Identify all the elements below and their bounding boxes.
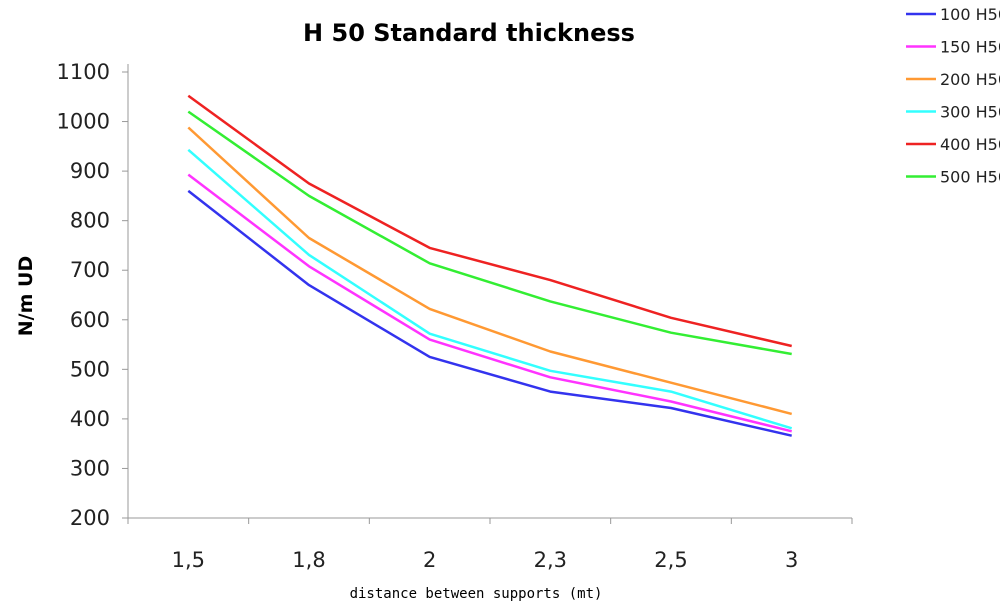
legend-label: 300 H50 <box>940 103 1000 122</box>
y-tick-label: 800 <box>70 209 110 233</box>
y-tick-label: 400 <box>70 407 110 431</box>
legend-label: 200 H50 <box>940 70 1000 89</box>
legend-label: 150 H50 <box>940 38 1000 57</box>
y-tick-label: 200 <box>70 506 110 530</box>
y-tick-label: 700 <box>70 258 110 282</box>
y-tick-label: 1000 <box>57 110 110 134</box>
y-tick-label: 900 <box>70 159 110 183</box>
y-tick-label: 300 <box>70 456 110 480</box>
legend-label: 400 H50 <box>940 135 1000 154</box>
y-axis-title: N/m UD <box>15 256 37 336</box>
series-line-400-h50 <box>187 94 792 348</box>
series-layer <box>187 94 793 437</box>
legend-label: 500 H50 <box>940 168 1000 187</box>
axes: 200 300 400 500 600 700 800 900 1000 1100 1,5 1,8 2 2… <box>57 60 853 572</box>
x-tick-label: 2,3 <box>534 548 567 572</box>
series-line-500-h50 <box>187 110 792 356</box>
legend: 100 H50 150 H50 200 H50 300 H50 400 H50 500 H… <box>906 5 1000 187</box>
x-tick-label: 3 <box>785 548 798 572</box>
y-tick-label: 1100 <box>57 60 110 84</box>
y-tick-label: 600 <box>70 308 110 332</box>
y-tick-label: 500 <box>70 357 110 381</box>
x-tick-label: 1,5 <box>172 548 205 572</box>
series-line-150-h50 <box>187 173 792 433</box>
chart-title: H 50 Standard thickness <box>303 19 635 47</box>
legend-label: 100 H50 <box>940 5 1000 24</box>
x-tick-label: 2,5 <box>654 548 687 572</box>
x-tick-label: 1,8 <box>292 548 325 572</box>
x-tick-label: 2 <box>423 548 436 572</box>
series-line-100-h50 <box>187 189 792 437</box>
series-line-300-h50 <box>187 148 793 430</box>
x-axis-title: distance between supports (mt) <box>350 586 603 602</box>
series-line-200-h50 <box>187 126 793 416</box>
